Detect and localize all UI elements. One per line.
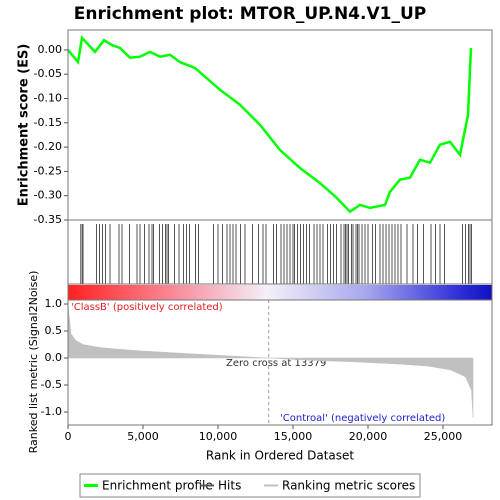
x-tick-label: 10,000 [199, 430, 238, 443]
x-axis-label: Rank in Ordered Dataset [206, 449, 354, 463]
panel-frame [67, 299, 493, 426]
y-tick-label: -0.30 [34, 189, 62, 202]
chart-title: Enrichment plot: MTOR_UP.N4.V1_UP [74, 4, 426, 24]
y2-tick-label: 0.0 [45, 351, 63, 364]
y2-tick-label: -1.0 [41, 405, 62, 418]
x-tick-label: 25,000 [424, 430, 463, 443]
enrichment-line [67, 35, 473, 214]
annotation: 'Controal' (negatively correlated) [280, 413, 445, 424]
y-axis-label: Enrichment score (ES) [17, 44, 32, 207]
y-tick-label: -0.25 [34, 164, 62, 177]
y2-tick-label: 1.0 [45, 297, 63, 310]
y-tick-label: 0.00 [38, 43, 63, 56]
y2-axis-label: Ranked list metric (Signal2Noise) [27, 271, 40, 454]
x-tick-label: 20,000 [349, 430, 388, 443]
legend [79, 473, 421, 498]
metric-area [67, 303, 474, 418]
y2-tick-label: 0.5 [45, 324, 63, 337]
annotation: 'ClassB' (positively correlated) [71, 302, 223, 313]
x-tick-label: 15,000 [274, 430, 313, 443]
rank-color-bar [68, 285, 492, 300]
y-tick-label: -0.35 [34, 213, 62, 226]
legend-label: Ranking metric scores [282, 479, 415, 493]
x-tick-label: 5,000 [127, 430, 159, 443]
y-tick-label: -0.15 [34, 116, 62, 129]
panel-frame [67, 219, 493, 285]
x-tick-label: 0 [65, 430, 72, 443]
y-tick-label: -0.05 [34, 67, 62, 80]
legend-label: Enrichment profile [102, 479, 213, 493]
legend-label: Hits [218, 479, 241, 493]
annotation: Zero cross at 13379 [226, 358, 326, 369]
y2-tick-label: -0.5 [41, 378, 62, 391]
y-tick-label: -0.10 [34, 92, 62, 105]
y-tick-label: -0.20 [34, 140, 62, 153]
